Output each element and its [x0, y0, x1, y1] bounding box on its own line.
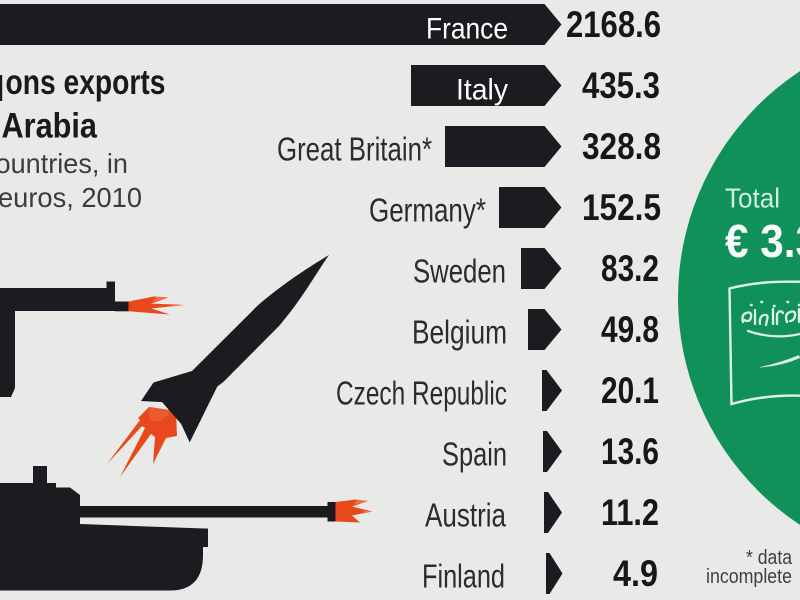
svg-text:83.2: 83.2 [601, 248, 659, 289]
svg-text:€ 3.3 billion: € 3.3 billion [725, 215, 800, 267]
svg-text:France: France [426, 13, 508, 46]
svg-text:4.9: 4.9 [613, 553, 658, 594]
svg-text:Great Britain*: Great Britain* [277, 131, 432, 168]
svg-text:Arabia: Arabia [2, 107, 98, 146]
svg-text:euros, 2010: euros, 2010 [0, 182, 142, 213]
svg-text:11.2: 11.2 [601, 492, 659, 533]
svg-text:Finland: Finland [422, 558, 505, 595]
svg-text:ons exports: ons exports [6, 63, 166, 102]
svg-text:Sweden: Sweden [413, 253, 506, 290]
svg-text:ountries, in: ountries, in [0, 148, 128, 179]
svg-text:49.8: 49.8 [601, 309, 659, 350]
svg-text:Spain: Spain [442, 436, 507, 473]
svg-text:Total: Total [725, 183, 780, 214]
svg-text:20.1: 20.1 [601, 370, 659, 411]
svg-text:Italy: Italy [456, 74, 508, 107]
svg-text:Czech Republic: Czech Republic [336, 375, 507, 412]
svg-text:incomplete: incomplete [706, 566, 792, 588]
svg-text:Germany*: Germany* [369, 192, 486, 229]
svg-text:328.8: 328.8 [582, 126, 661, 167]
svg-text:152.5: 152.5 [582, 187, 661, 228]
svg-text:Austria: Austria [425, 497, 507, 534]
svg-text:13.6: 13.6 [601, 431, 659, 472]
svg-text:Belgium: Belgium [412, 314, 507, 351]
svg-text:* data: * data [746, 547, 793, 569]
svg-text:2168.6: 2168.6 [566, 4, 661, 45]
svg-text:435.3: 435.3 [582, 65, 660, 106]
